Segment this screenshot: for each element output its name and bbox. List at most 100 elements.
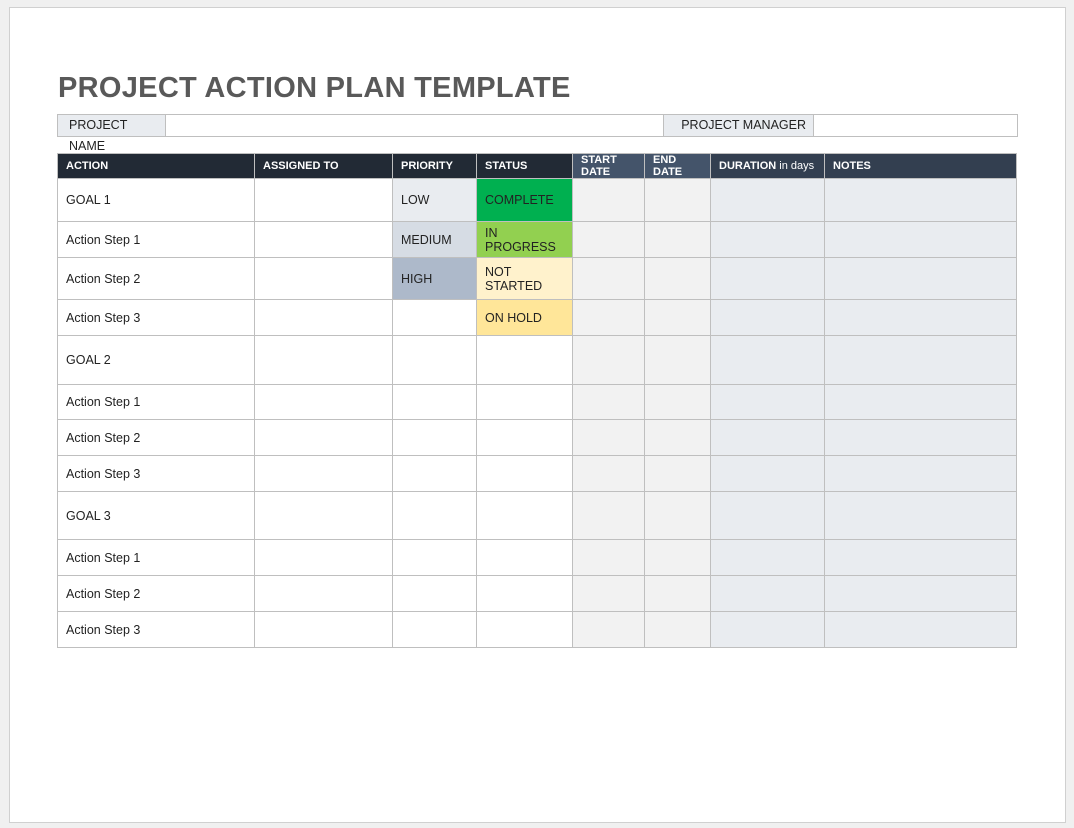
end-date-cell[interactable] (644, 575, 711, 612)
end-date-cell[interactable] (644, 539, 711, 576)
priority-cell[interactable] (392, 539, 477, 576)
duration-cell[interactable] (710, 299, 825, 336)
status-cell[interactable]: IN PROGRESS (476, 221, 573, 258)
start-date-cell[interactable] (572, 335, 645, 385)
project-name-field[interactable] (166, 115, 664, 136)
status-cell[interactable]: ON HOLD (476, 299, 573, 336)
action-cell[interactable]: Action Step 3 (57, 455, 255, 492)
end-date-cell[interactable] (644, 178, 711, 222)
duration-cell[interactable] (710, 384, 825, 420)
start-date-cell[interactable] (572, 299, 645, 336)
start-date-cell[interactable] (572, 419, 645, 456)
project-manager-field[interactable] (814, 115, 1017, 136)
priority-cell[interactable]: LOW (392, 178, 477, 222)
assigned-cell[interactable] (254, 491, 393, 540)
notes-cell[interactable] (824, 384, 1017, 420)
notes-cell[interactable] (824, 491, 1017, 540)
status-cell[interactable] (476, 539, 573, 576)
duration-cell[interactable] (710, 539, 825, 576)
end-date-cell[interactable] (644, 419, 711, 456)
priority-cell[interactable] (392, 575, 477, 612)
assigned-cell[interactable] (254, 539, 393, 576)
assigned-cell[interactable] (254, 419, 393, 456)
assigned-cell[interactable] (254, 611, 393, 648)
notes-cell[interactable] (824, 575, 1017, 612)
start-date-cell[interactable] (572, 611, 645, 648)
priority-cell[interactable]: MEDIUM (392, 221, 477, 258)
priority-cell[interactable] (392, 299, 477, 336)
assigned-cell[interactable] (254, 384, 393, 420)
start-date-cell[interactable] (572, 491, 645, 540)
duration-cell[interactable] (710, 611, 825, 648)
assigned-cell[interactable] (254, 455, 393, 492)
assigned-cell[interactable] (254, 575, 393, 612)
notes-cell[interactable] (824, 257, 1017, 300)
status-cell[interactable] (476, 611, 573, 648)
end-date-cell[interactable] (644, 257, 711, 300)
duration-cell[interactable] (710, 419, 825, 456)
status-cell[interactable] (476, 455, 573, 492)
status-cell[interactable] (476, 384, 573, 420)
status-cell[interactable] (476, 491, 573, 540)
action-cell[interactable]: Action Step 3 (57, 299, 255, 336)
assigned-cell[interactable] (254, 221, 393, 258)
priority-cell[interactable]: HIGH (392, 257, 477, 300)
assigned-cell[interactable] (254, 335, 393, 385)
action-cell[interactable]: Action Step 1 (57, 384, 255, 420)
action-cell[interactable]: Action Step 1 (57, 221, 255, 258)
action-cell[interactable]: Action Step 2 (57, 575, 255, 612)
priority-cell[interactable] (392, 419, 477, 456)
status-cell[interactable]: COMPLETE (476, 178, 573, 222)
start-date-cell[interactable] (572, 221, 645, 258)
status-cell[interactable] (476, 419, 573, 456)
start-date-cell[interactable] (572, 575, 645, 612)
end-date-cell[interactable] (644, 384, 711, 420)
assigned-cell[interactable] (254, 299, 393, 336)
status-cell[interactable] (476, 335, 573, 385)
duration-cell[interactable] (710, 178, 825, 222)
action-cell[interactable]: Action Step 1 (57, 539, 255, 576)
duration-cell[interactable] (710, 335, 825, 385)
notes-cell[interactable] (824, 299, 1017, 336)
start-date-cell[interactable] (572, 257, 645, 300)
priority-cell[interactable] (392, 384, 477, 420)
notes-cell[interactable] (824, 455, 1017, 492)
end-date-cell[interactable] (644, 221, 711, 258)
priority-cell[interactable] (392, 455, 477, 492)
action-cell[interactable]: GOAL 3 (57, 491, 255, 540)
notes-cell[interactable] (824, 419, 1017, 456)
start-date-cell[interactable] (572, 539, 645, 576)
start-date-cell[interactable] (572, 455, 645, 492)
end-date-cell[interactable] (644, 335, 711, 385)
end-date-cell[interactable] (644, 491, 711, 540)
end-date-cell[interactable] (644, 455, 711, 492)
end-date-cell[interactable] (644, 611, 711, 648)
notes-cell[interactable] (824, 539, 1017, 576)
action-cell[interactable]: Action Step 2 (57, 419, 255, 456)
assigned-cell[interactable] (254, 257, 393, 300)
start-date-cell[interactable] (572, 384, 645, 420)
status-cell[interactable] (476, 575, 573, 612)
notes-cell[interactable] (824, 611, 1017, 648)
action-cell[interactable]: GOAL 2 (57, 335, 255, 385)
duration-cell[interactable] (710, 575, 825, 612)
priority-cell[interactable] (392, 611, 477, 648)
priority-cell[interactable] (392, 491, 477, 540)
end-date-cell[interactable] (644, 299, 711, 336)
start-date-cell[interactable] (572, 178, 645, 222)
notes-cell[interactable] (824, 178, 1017, 222)
notes-cell[interactable] (824, 335, 1017, 385)
action-cell[interactable]: GOAL 1 (57, 178, 255, 222)
duration-cell[interactable] (710, 455, 825, 492)
notes-cell[interactable] (824, 221, 1017, 258)
priority-cell[interactable] (392, 335, 477, 385)
duration-cell[interactable] (710, 221, 825, 258)
duration-cell[interactable] (710, 257, 825, 300)
duration-cell[interactable] (710, 491, 825, 540)
status-cell[interactable]: NOT STARTED (476, 257, 573, 300)
header-assigned-to: ASSIGNED TO (254, 153, 393, 179)
header-start-date: START DATE (572, 153, 645, 179)
action-cell[interactable]: Action Step 2 (57, 257, 255, 300)
assigned-cell[interactable] (254, 178, 393, 222)
action-cell[interactable]: Action Step 3 (57, 611, 255, 648)
